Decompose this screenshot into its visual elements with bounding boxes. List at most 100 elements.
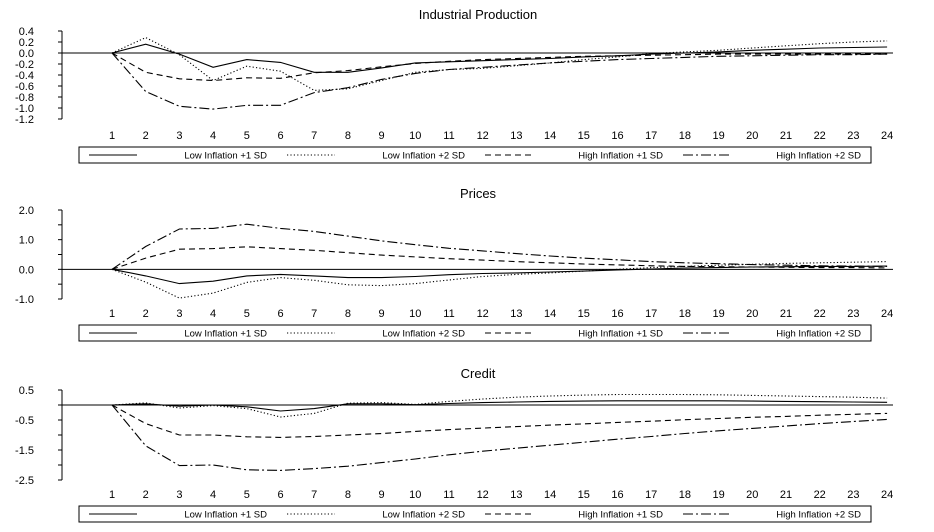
x-tick-label: 9 [379, 489, 385, 501]
x-tick-label: 18 [679, 130, 691, 142]
x-tick-label: 7 [311, 489, 317, 501]
y-tick-label: -0.5 [15, 415, 34, 427]
x-tick-label: 18 [679, 489, 691, 501]
x-tick-label: 17 [645, 489, 657, 501]
x-tick-label: 23 [847, 489, 859, 501]
x-tick-label: 21 [780, 308, 792, 320]
x-tick-label: 4 [210, 489, 216, 501]
x-tick-label: 18 [679, 308, 691, 320]
x-tick-label: 8 [345, 489, 351, 501]
series-line-dash-dot [112, 224, 887, 269]
x-tick-label: 3 [176, 130, 182, 142]
x-tick-label: 1 [109, 489, 115, 501]
x-tick-label: 15 [578, 489, 590, 501]
x-tick-label: 15 [578, 130, 590, 142]
legend-label: Low Inflation +1 SD [184, 510, 267, 521]
series-line-solid [112, 266, 887, 284]
series-line-dash-dot [112, 53, 887, 109]
x-tick-label: 19 [712, 489, 724, 501]
x-tick-label: 15 [578, 308, 590, 320]
series-line-dashed [112, 247, 887, 269]
x-tick-label: 10 [409, 308, 421, 320]
x-tick-label: 8 [345, 130, 351, 142]
x-tick-label: 17 [645, 130, 657, 142]
x-tick-label: 2 [143, 130, 149, 142]
legend-label: High Inflation +1 SD [578, 329, 663, 340]
x-tick-label: 22 [814, 489, 826, 501]
x-tick-label: 24 [881, 130, 893, 142]
x-tick-label: 23 [847, 130, 859, 142]
x-tick-label: 12 [477, 489, 489, 501]
legend-label: Low Inflation +2 SD [382, 151, 465, 162]
x-tick-label: 17 [645, 308, 657, 320]
series-line-dashed [112, 405, 887, 437]
chart-title: Prices [460, 186, 497, 201]
x-tick-label: 21 [780, 489, 792, 501]
x-tick-label: 6 [277, 489, 283, 501]
x-tick-label: 14 [544, 489, 556, 501]
x-tick-label: 19 [712, 308, 724, 320]
legend-label: Low Inflation +2 SD [382, 510, 465, 521]
x-tick-label: 5 [244, 489, 250, 501]
legend: Low Inflation +1 SD Low Inflation +2 SD Hi… [79, 325, 871, 341]
x-tick-label: 10 [409, 489, 421, 501]
x-tick-label: 9 [379, 130, 385, 142]
x-tick-label: 7 [311, 130, 317, 142]
chart-title: Credit [461, 366, 496, 381]
x-tick-label: 14 [544, 130, 556, 142]
x-tick-label: 14 [544, 308, 556, 320]
legend: Low Inflation +1 SD Low Inflation +2 SD Hi… [79, 506, 871, 522]
x-tick-label: 24 [881, 489, 893, 501]
chart-title: Industrial Production [419, 7, 538, 22]
y-tick-label: 1.0 [19, 235, 34, 247]
chart-panel-1: Industrial Production0.40.20.0-0.2-0.4-0… [15, 7, 893, 163]
y-tick-label: 2.0 [19, 205, 34, 217]
legend: Low Inflation +1 SD Low Inflation +2 SD Hi… [79, 147, 871, 163]
x-tick-label: 11 [443, 489, 454, 501]
legend-label: High Inflation +2 SD [776, 510, 861, 521]
legend-label: Low Inflation +1 SD [184, 151, 267, 162]
legend-label: High Inflation +2 SD [776, 329, 861, 340]
x-tick-label: 3 [176, 489, 182, 501]
series-line-solid [112, 401, 887, 411]
x-tick-label: 20 [746, 489, 758, 501]
x-tick-label: 20 [746, 130, 758, 142]
x-tick-label: 2 [143, 489, 149, 501]
x-tick-label: 9 [379, 308, 385, 320]
legend-label: High Inflation +2 SD [776, 151, 861, 162]
x-tick-label: 21 [780, 130, 792, 142]
y-tick-label: -1.5 [15, 445, 34, 457]
x-tick-label: 22 [814, 130, 826, 142]
x-tick-label: 22 [814, 308, 826, 320]
x-tick-label: 12 [477, 130, 489, 142]
y-tick-label: 0.5 [19, 385, 34, 397]
x-tick-label: 10 [409, 130, 421, 142]
legend-label: Low Inflation +2 SD [382, 329, 465, 340]
legend-label: High Inflation +1 SD [578, 151, 663, 162]
x-tick-label: 19 [712, 130, 724, 142]
x-tick-label: 5 [244, 308, 250, 320]
y-tick-label: -1.0 [15, 294, 34, 306]
series-line-dash-dot [112, 405, 887, 470]
x-tick-label: 2 [143, 308, 149, 320]
x-tick-label: 13 [510, 130, 522, 142]
x-tick-label: 16 [611, 130, 623, 142]
y-tick-label: -2.5 [15, 475, 34, 487]
x-tick-label: 8 [345, 308, 351, 320]
x-tick-label: 23 [847, 308, 859, 320]
x-tick-label: 20 [746, 308, 758, 320]
legend-label: High Inflation +1 SD [578, 510, 663, 521]
x-tick-label: 1 [109, 308, 115, 320]
x-tick-label: 4 [210, 130, 216, 142]
legend-label: Low Inflation +1 SD [184, 329, 267, 340]
x-tick-label: 7 [311, 308, 317, 320]
x-tick-label: 11 [443, 130, 454, 142]
x-tick-label: 6 [277, 308, 283, 320]
series-line-dashed [112, 53, 887, 81]
x-tick-label: 3 [176, 308, 182, 320]
x-tick-label: 16 [611, 308, 623, 320]
